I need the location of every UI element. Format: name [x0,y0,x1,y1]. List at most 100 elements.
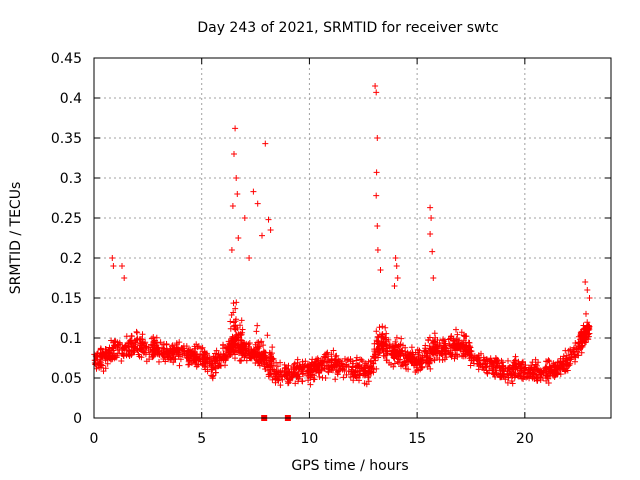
data-point [278,373,285,380]
data-point [543,377,550,384]
data-point [96,356,103,363]
data-point [314,363,321,370]
data-point [496,364,503,371]
y-tick-label: 0.15 [51,291,82,307]
data-point [412,369,419,375]
data-point [447,351,454,358]
data-point [371,346,378,353]
data-point [451,338,457,345]
data-point [332,376,339,383]
data-point [374,348,381,355]
data-point [383,345,390,352]
data-point [94,361,101,368]
data-point [432,345,439,352]
data-point [234,191,241,197]
data-point [277,382,284,389]
data-point [190,353,197,360]
data-point [230,300,237,307]
data-point [210,353,217,360]
data-point [557,366,564,373]
data-point [535,367,542,374]
plot-frame [93,57,612,419]
data-point [212,369,219,376]
data-point [392,255,399,261]
data-point [253,328,260,335]
data-point [163,349,170,356]
data-point [412,360,418,367]
data-point [405,366,412,373]
data-point [362,360,369,367]
data-point [374,247,381,253]
data-point [128,333,135,340]
data-point [125,351,132,358]
data-point [162,358,169,365]
data-point [529,359,536,366]
data-point [294,359,301,366]
data-point [137,346,144,353]
data-point [185,361,192,368]
data-point [232,305,239,312]
x-axis-label: GPS time / hours [291,458,408,474]
y-tick-label: 0 [73,411,82,427]
data-point [307,374,314,381]
data-point [520,376,527,382]
data-point [91,357,98,364]
data-point [260,348,267,355]
data-point [564,357,570,364]
data-point [429,248,436,255]
data-point [427,231,434,237]
data-point [184,355,191,362]
data-point [233,299,240,306]
data-point [238,317,245,324]
data-point [252,345,259,352]
data-point [418,357,425,364]
data-point [498,373,505,380]
data-point [393,263,400,269]
data-point [334,371,341,378]
data-point [153,342,160,348]
data-point [509,380,516,387]
data-point [424,363,431,370]
data-point [360,370,367,377]
data-point [133,328,140,335]
data-point [419,356,426,363]
data-point [110,345,117,352]
data-point [572,358,578,365]
data-point [99,351,106,358]
data-point [250,188,257,195]
data-point [376,324,383,331]
data-point [176,362,183,369]
data-point [514,373,521,380]
data-point [358,356,365,363]
data-point [121,275,128,281]
data-point [483,363,490,370]
data-point [193,341,200,348]
data-point [331,357,338,364]
data-point [382,324,389,331]
data-point [422,347,429,354]
data-point [471,352,478,359]
data-point [102,355,109,362]
data-point [258,339,264,346]
data-point [228,337,235,344]
data-point [426,343,433,349]
data-point [134,329,141,336]
data-point [583,310,589,317]
data-point [319,374,326,381]
data-point [330,362,337,368]
data-point [296,363,303,370]
data-point [453,326,459,333]
data-point [230,309,237,316]
data-point [460,337,467,344]
data-point [96,364,103,371]
data-point [426,360,433,367]
data-point [100,368,107,375]
data-point [388,352,395,358]
data-point [416,360,423,367]
data-point [353,357,360,364]
y-tick-label: 0.05 [51,371,82,387]
data-point [231,322,238,329]
data-point [373,328,380,335]
data-point [251,354,258,361]
data-point [532,368,539,375]
